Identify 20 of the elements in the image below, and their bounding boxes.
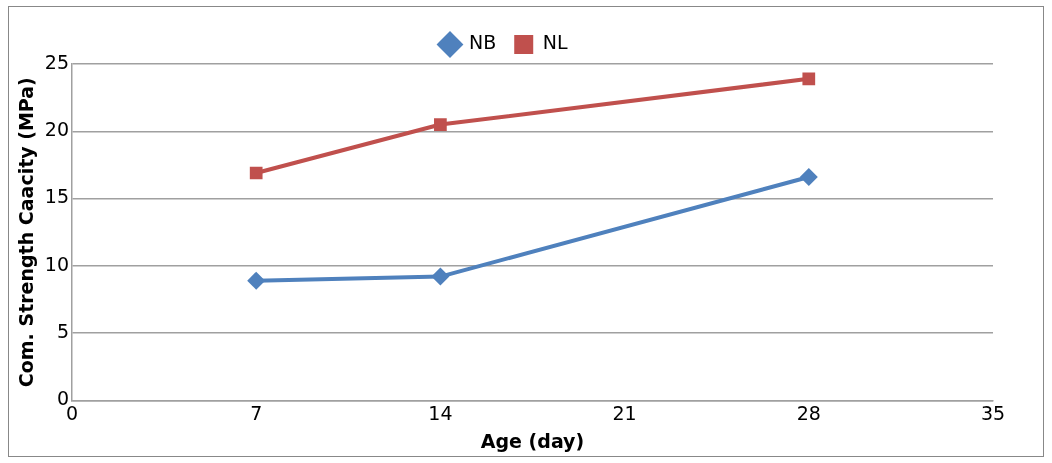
y-tick-label: 15 bbox=[44, 185, 69, 208]
legend-label: NL bbox=[542, 31, 568, 54]
y-tick-label: 10 bbox=[44, 252, 69, 275]
point bbox=[434, 118, 447, 131]
y-tick-label: 25 bbox=[44, 50, 69, 73]
x-axis-title: Age (day) bbox=[480, 429, 585, 452]
x-tick-label: 14 bbox=[428, 401, 453, 424]
point bbox=[249, 166, 263, 180]
x-tick-label: 35 bbox=[980, 401, 1006, 424]
point bbox=[802, 72, 816, 86]
point bbox=[431, 267, 450, 286]
point bbox=[247, 271, 266, 290]
legend-label: NB bbox=[468, 31, 497, 54]
x-tick-label: 21 bbox=[612, 401, 637, 424]
point bbox=[799, 168, 818, 187]
y-tick-label: 5 bbox=[56, 320, 69, 343]
x-tick-label: 28 bbox=[796, 401, 821, 424]
y-tick-label: 20 bbox=[44, 118, 69, 141]
y-axis-title: Com. Strength Caacity (MPa) bbox=[15, 77, 38, 388]
x-tick-label: 7 bbox=[250, 401, 263, 424]
